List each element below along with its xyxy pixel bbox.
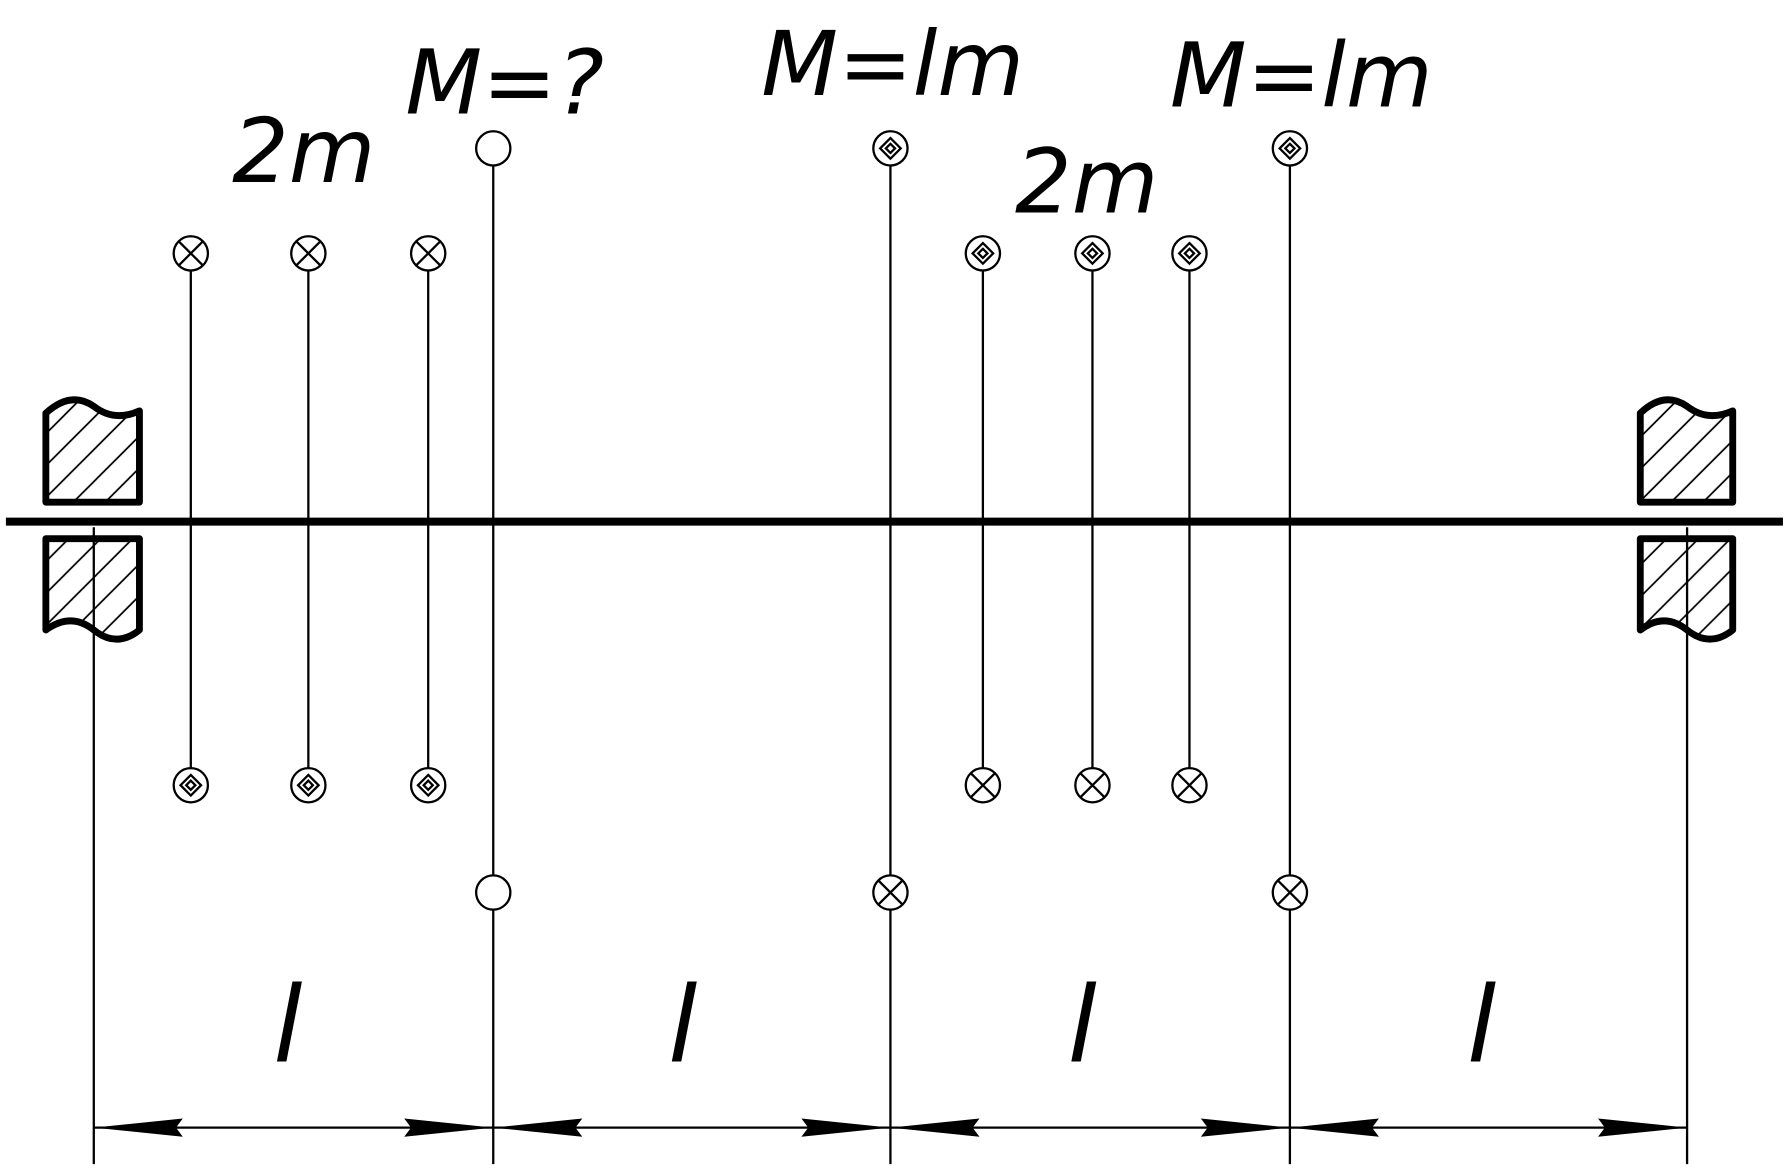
mass-label: M=lm: [761, 12, 1024, 116]
dimension-label: l: [1068, 965, 1097, 1087]
mass-label: M=?: [405, 30, 604, 134]
mass-label: M=lm: [1170, 24, 1433, 128]
station-lines: [92, 148, 1689, 1165]
dimension-line: [93, 1118, 1688, 1137]
dimension-label: l: [1467, 965, 1496, 1087]
dimension-label: l: [273, 965, 302, 1087]
mass-label: 2m: [232, 99, 375, 203]
dimension-label: l: [668, 965, 697, 1087]
mass-label: 2m: [1015, 130, 1158, 234]
